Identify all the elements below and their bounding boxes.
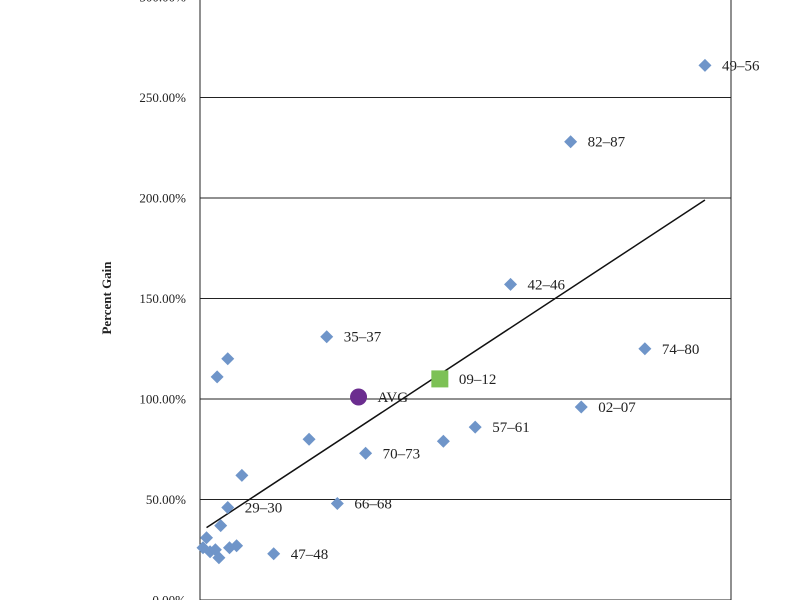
- data-point-diamond: [230, 539, 244, 553]
- data-point-label: 57–61: [492, 420, 530, 436]
- data-point-label: AVG: [378, 390, 409, 406]
- data-point-diamond: [214, 519, 228, 533]
- data-point-label: 66–68: [354, 497, 392, 513]
- y-tick-labels: 0.00% 50.00% 100.00% 150.00% 200.00% 250.00% 3…: [139, 0, 186, 600]
- data-point-diamond: [359, 446, 373, 460]
- data-point-label: 47–48: [291, 547, 329, 563]
- data-point-diamond: [302, 432, 316, 446]
- y-tick-label: 100.00%: [139, 392, 186, 407]
- data-point-diamond: [436, 434, 450, 448]
- trendline: [206, 199, 706, 529]
- data-point-diamond: [330, 497, 344, 511]
- data-point-diamond: [221, 352, 235, 366]
- data-point-diamond: [267, 547, 281, 561]
- data-point-diamond: [212, 551, 226, 565]
- y-tick-label: 150.00%: [139, 291, 186, 306]
- data-point-diamond: [638, 342, 652, 356]
- y-tick-label: 0.00%: [152, 593, 186, 600]
- point-labels: 49–56 82–87 42–46 35–37 74–80 09–12 AVG 02–07 57…: [245, 58, 760, 562]
- data-point-diamond: [320, 330, 334, 344]
- data-point-label: 29–30: [245, 501, 283, 517]
- data-point-diamond: [504, 277, 518, 291]
- gridlines: [200, 97, 731, 600]
- data-point-label: 02–07: [598, 400, 636, 416]
- data-point-diamond: [235, 468, 249, 482]
- y-tick-label: 50.00%: [146, 492, 186, 507]
- data-point-label: 35–37: [344, 330, 382, 346]
- data-point-label: 49–56: [722, 58, 760, 74]
- data-point-label: 82–87: [588, 135, 626, 151]
- data-point-diamond: [468, 420, 482, 434]
- y-tick-label: 300.00%: [139, 0, 186, 5]
- data-point-diamond: [200, 531, 214, 545]
- trendline-group: [206, 199, 706, 529]
- data-point-diamond: [210, 370, 224, 384]
- data-point-label: 74–80: [662, 342, 700, 358]
- data-point-diamond: [574, 400, 588, 414]
- data-point-diamond: [698, 58, 712, 72]
- data-point-diamond: [221, 501, 235, 515]
- data-point-square: [431, 370, 449, 388]
- data-point-diamond: [564, 135, 578, 149]
- data-point-label: 42–46: [528, 277, 566, 293]
- data-points: [196, 58, 712, 565]
- data-point-label: 70–73: [383, 446, 421, 462]
- data-point-circle: [350, 388, 368, 406]
- y-tick-label: 200.00%: [139, 191, 186, 206]
- y-axis-title: Percent Gain: [99, 261, 114, 335]
- y-tick-label: 250.00%: [139, 90, 186, 105]
- data-point-label: 09–12: [459, 372, 497, 388]
